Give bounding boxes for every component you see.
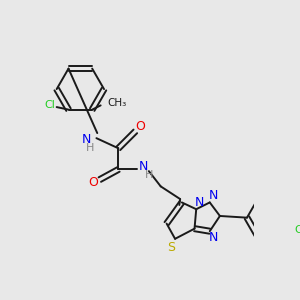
Text: N: N [208,232,218,244]
Text: Cl: Cl [294,225,300,235]
Text: Cl: Cl [44,100,55,110]
Text: O: O [88,176,98,190]
Text: H: H [86,143,95,153]
Text: H: H [145,169,153,179]
Text: N: N [208,189,218,202]
Text: N: N [139,160,148,172]
Text: CH₃: CH₃ [107,98,127,108]
Text: N: N [82,134,91,146]
Text: S: S [167,241,175,254]
Text: N: N [195,196,204,209]
Text: O: O [136,120,145,133]
